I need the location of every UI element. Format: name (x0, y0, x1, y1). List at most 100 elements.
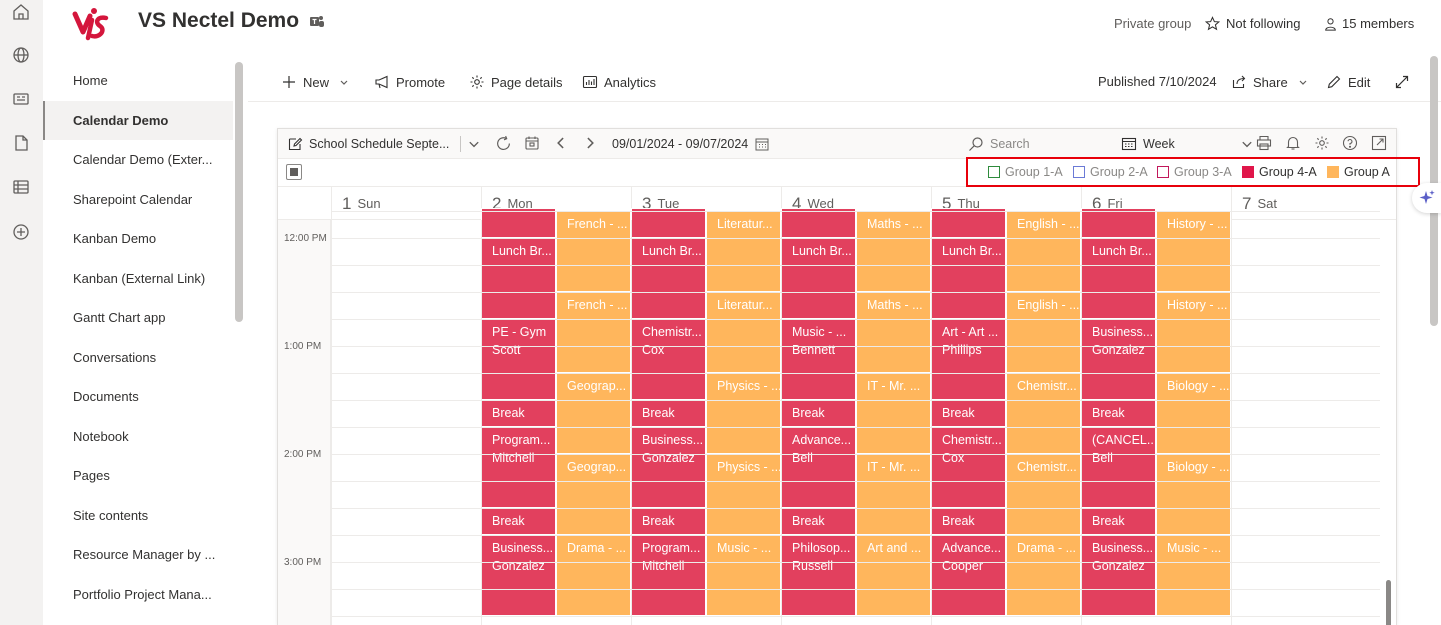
print-icon[interactable] (1256, 135, 1272, 151)
grid-scrollbar-thumb[interactable] (1386, 580, 1391, 625)
news-icon[interactable] (11, 89, 31, 109)
calendar-event[interactable]: Break (781, 400, 856, 427)
day-header[interactable]: 3 Tue (631, 187, 781, 220)
calendar-event[interactable]: Break (631, 508, 706, 535)
day-header[interactable]: 5 Thu (931, 187, 1081, 220)
calendar-event[interactable]: Business... Gonzalez (1081, 319, 1156, 400)
calendar-event[interactable]: English - ... (1006, 211, 1081, 292)
today-icon[interactable] (524, 135, 540, 151)
day-header[interactable]: 4 Wed (781, 187, 931, 220)
list-icon[interactable] (11, 177, 31, 197)
legend-item-group-1a[interactable]: Group 1-A (988, 165, 1063, 179)
copilot-button[interactable] (1412, 183, 1441, 213)
legend-item-group-2a[interactable]: Group 2-A (1073, 165, 1148, 179)
search-box[interactable]: Search (968, 136, 1030, 152)
refresh-icon[interactable] (495, 135, 512, 152)
home-icon[interactable] (11, 2, 31, 22)
nav-item-resource-manager[interactable]: Resource Manager by ... (43, 535, 233, 575)
calendar-event[interactable] (1081, 208, 1156, 238)
calendar-event[interactable]: Advance... Cooper (931, 535, 1006, 616)
calendar-event[interactable]: Program... Mitchell (631, 535, 706, 616)
page-details-button[interactable]: Page details (469, 74, 563, 90)
calendar-event[interactable]: Business... Gonzalez (481, 535, 556, 616)
analytics-button[interactable]: Analytics (582, 74, 656, 90)
members-button[interactable]: 15 members (1324, 16, 1414, 31)
calendar-event[interactable]: Lunch Br... (481, 238, 556, 319)
calendar-event[interactable]: Literatur... (706, 211, 781, 292)
calendar-event[interactable]: IT - Mr. ... (856, 454, 931, 535)
calendar-event[interactable]: Literatur... (706, 292, 781, 373)
grid-scrollbar[interactable] (1380, 220, 1396, 625)
follow-button[interactable]: Not following (1205, 16, 1300, 31)
day-header[interactable]: 6 Fri (1081, 187, 1231, 220)
nav-item-portfolio-project[interactable]: Portfolio Project Mana... (43, 575, 233, 615)
legend-item-group-3a[interactable]: Group 3-A (1157, 165, 1232, 179)
calendar-event[interactable]: Business... Gonzalez (631, 427, 706, 508)
teams-icon[interactable] (309, 14, 325, 30)
view-mode-select[interactable]: Week (1121, 136, 1253, 152)
date-range[interactable]: 09/01/2024 - 09/07/2024 (612, 136, 770, 152)
calendar-event[interactable]: Maths - ... (856, 211, 931, 292)
edit-button[interactable]: Edit (1326, 74, 1370, 90)
calendar-event[interactable]: PE - Gym Scott (481, 319, 556, 400)
calendar-event[interactable] (481, 208, 556, 238)
calendar-event[interactable]: (CANCEL... Bell (1081, 427, 1156, 508)
select-all-checkbox[interactable] (286, 164, 302, 180)
calendar-event[interactable]: IT - Mr. ... (856, 373, 931, 454)
calendar-event[interactable]: Chemistr... (1006, 454, 1081, 535)
calendar-event[interactable]: Drama - ... (1006, 535, 1081, 616)
promote-button[interactable]: Promote (374, 74, 445, 90)
calendar-event[interactable]: Program... Mitchell (481, 427, 556, 508)
calendar-event[interactable]: Physics - ... (706, 454, 781, 535)
calendar-event[interactable]: Lunch Br... (1081, 238, 1156, 319)
calendar-event[interactable]: Break (1081, 400, 1156, 427)
calendar-event[interactable]: Business... Gonzalez (1081, 535, 1156, 616)
help-icon[interactable] (1342, 135, 1358, 151)
settings-icon[interactable] (1314, 135, 1330, 151)
day-header[interactable]: 1 Sun (331, 187, 481, 220)
document-icon[interactable] (11, 133, 31, 153)
nav-item-gantt-chart[interactable]: Gantt Chart app (43, 298, 233, 338)
calendar-event[interactable]: Break (781, 508, 856, 535)
calendar-event[interactable]: English - ... (1006, 292, 1081, 373)
calendar-event[interactable]: Music - ... Bennett (781, 319, 856, 400)
nav-item-sharepoint-calendar[interactable]: Sharepoint Calendar (43, 180, 233, 220)
calendar-event[interactable]: Philosop... Russell (781, 535, 856, 616)
calendar-event[interactable]: Break (931, 400, 1006, 427)
calendar-event[interactable]: Maths - ... (856, 292, 931, 373)
calendar-event[interactable]: Art and ... (856, 535, 931, 616)
calendar-event[interactable]: Chemistr... Cox (931, 427, 1006, 508)
calendar-event[interactable]: Drama - ... (556, 535, 631, 616)
calendar-event[interactable]: Chemistr... (1006, 373, 1081, 454)
nav-item-calendar-demo-external[interactable]: Calendar Demo (Exter... (43, 140, 233, 180)
calendar-event[interactable]: History - ... (1156, 211, 1231, 292)
calendar-event[interactable]: Lunch Br... (631, 238, 706, 319)
nav-item-kanban-demo[interactable]: Kanban Demo (43, 219, 233, 259)
calendar-event[interactable]: French - ... (556, 211, 631, 292)
calendar-event[interactable]: Art - Art ... Phillips (931, 319, 1006, 400)
share-button[interactable]: Share (1231, 74, 1308, 90)
legend-item-group-a[interactable]: Group A (1327, 165, 1390, 179)
calendar-event[interactable]: Biology - ... (1156, 454, 1231, 535)
add-circle-icon[interactable] (11, 222, 31, 242)
expand-button[interactable] (1394, 74, 1410, 90)
calendar-event[interactable]: Break (931, 508, 1006, 535)
nav-item-calendar-demo[interactable]: Calendar Demo (43, 100, 233, 140)
view-selector[interactable]: School Schedule Septe... (287, 136, 449, 152)
nav-item-conversations[interactable]: Conversations (43, 338, 233, 378)
nav-item-home[interactable]: Home (43, 61, 233, 101)
calendar-event[interactable]: Biology - ... (1156, 373, 1231, 454)
calendar-event[interactable]: Geograp... (556, 454, 631, 535)
nav-scrollbar[interactable] (235, 62, 243, 322)
calendar-event[interactable]: Lunch Br... (931, 238, 1006, 319)
calendar-event[interactable]: Music - ... (1156, 535, 1231, 616)
calendar-event[interactable]: Break (631, 400, 706, 427)
calendar-event[interactable]: Chemistr... Cox (631, 319, 706, 400)
nav-item-documents[interactable]: Documents (43, 377, 233, 417)
calendar-event[interactable]: History - ... (1156, 292, 1231, 373)
calendar-event[interactable]: Physics - ... (706, 373, 781, 454)
nav-item-pages[interactable]: Pages (43, 456, 233, 496)
calendar-event[interactable] (631, 208, 706, 238)
calendar-event[interactable] (931, 208, 1006, 238)
bell-icon[interactable] (1285, 135, 1301, 151)
